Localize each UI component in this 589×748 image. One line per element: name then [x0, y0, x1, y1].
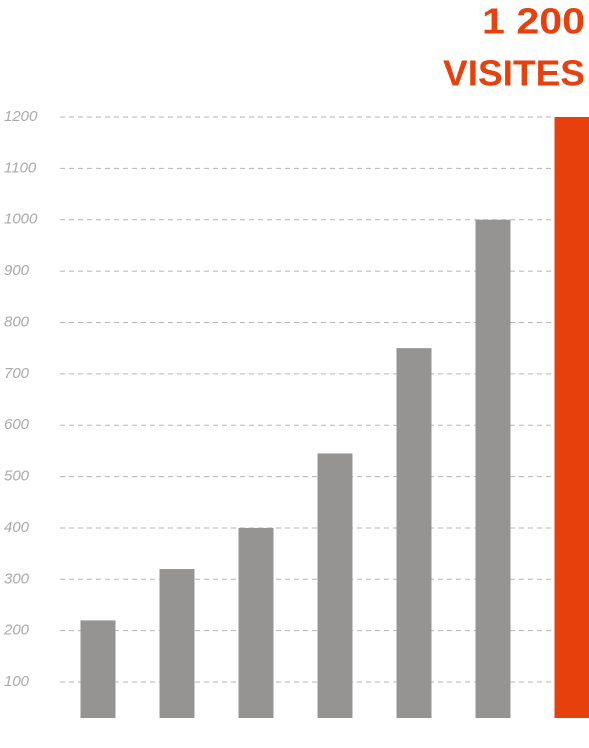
chart-subtitle: VISITES: [443, 53, 585, 94]
chart-title: 1 200: [482, 1, 585, 42]
y-tick-label: 400: [4, 519, 30, 536]
bar: [396, 348, 432, 718]
bar: [554, 117, 589, 718]
y-tick-label: 1000: [4, 211, 38, 228]
y-tick-label: 500: [4, 468, 30, 485]
y-tick-label: 600: [4, 416, 30, 433]
bar: [475, 219, 511, 718]
y-tick-label: 300: [4, 570, 30, 587]
y-tick-label: 700: [4, 365, 30, 382]
bar: [238, 527, 274, 718]
y-tick-label: 800: [4, 313, 30, 330]
y-tick-label: 100: [4, 673, 30, 690]
bar: [159, 569, 195, 718]
bar: [317, 453, 353, 718]
bar: [80, 620, 116, 718]
y-tick-label: 200: [3, 622, 30, 639]
y-tick-label: 1200: [4, 108, 38, 125]
y-tick-label: 900: [4, 262, 30, 279]
y-tick-label: 1100: [4, 159, 37, 176]
